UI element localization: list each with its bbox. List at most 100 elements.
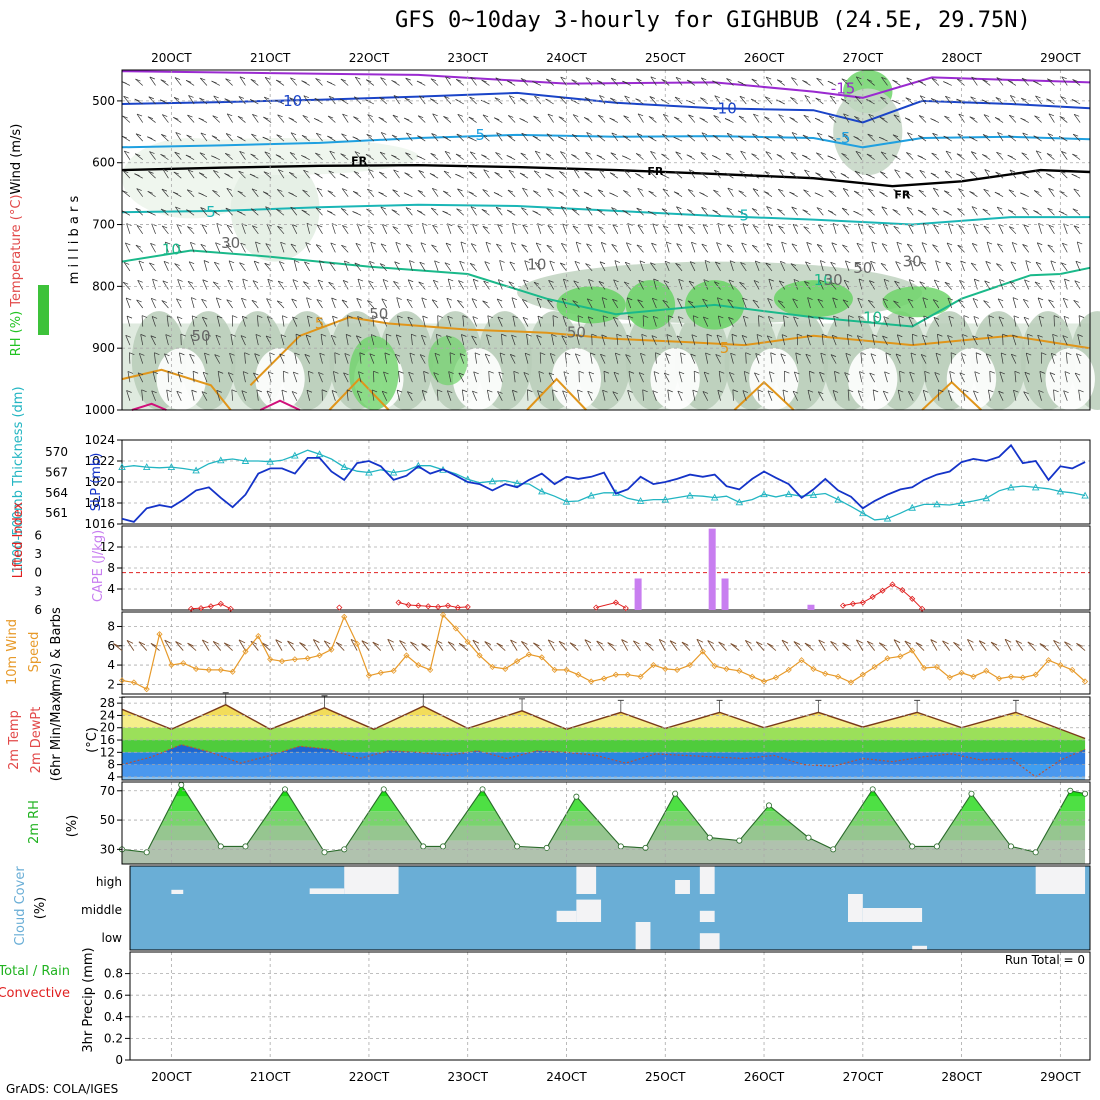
wind-barb <box>1025 260 1031 263</box>
wind-barb <box>546 244 552 248</box>
wind-barb <box>470 77 477 86</box>
lifted-index-point <box>593 604 600 611</box>
wind-barb <box>432 113 439 123</box>
li-tick-label: 3 <box>34 547 42 561</box>
wind-barb <box>572 225 580 235</box>
wind-barb <box>765 151 773 160</box>
wind-barb <box>238 170 244 174</box>
wind-barb <box>572 225 579 229</box>
wind-barb <box>188 95 195 105</box>
wind-barb <box>741 242 747 246</box>
wind-barb <box>1020 117 1026 121</box>
rh-axis-unit: (%) <box>65 815 80 838</box>
wind-barb <box>1074 280 1081 290</box>
wind-barb <box>340 78 347 82</box>
wind-barb <box>328 281 336 290</box>
wind-barb <box>448 371 452 383</box>
wind-barb <box>585 263 593 272</box>
wind-barb <box>905 97 911 101</box>
wind-barb <box>842 207 848 211</box>
wind-barb <box>1073 188 1081 197</box>
wind-barb <box>306 389 313 393</box>
wind-barb <box>225 78 233 86</box>
wind-barb <box>391 154 397 158</box>
wind-barb <box>842 133 850 142</box>
wind-barb <box>357 316 362 327</box>
wind-barb <box>691 334 696 346</box>
wind-barb <box>1065 352 1068 364</box>
wind-barb <box>795 352 801 356</box>
wind-barb <box>661 208 668 212</box>
wind-barb <box>564 352 567 364</box>
wind-barb <box>161 188 168 192</box>
wind-barb <box>666 241 670 253</box>
wind-barb <box>853 190 860 194</box>
wind-barb <box>277 300 283 304</box>
wind-barb <box>917 80 924 84</box>
wind-barb <box>288 192 294 195</box>
wind-barb <box>956 153 963 157</box>
top-time-label: 21OCT <box>250 51 291 65</box>
cloud-level-label: high <box>96 875 122 889</box>
wind-barb <box>919 169 925 173</box>
cloud-gap <box>635 922 651 950</box>
wind-barb <box>319 352 325 356</box>
wind-barb <box>344 353 350 356</box>
wind-barb <box>573 280 579 284</box>
wind-barb <box>123 170 129 174</box>
wind-barb <box>687 300 696 309</box>
wind-barb <box>578 370 585 374</box>
cape-tick-label: 8 <box>107 561 115 575</box>
wind-barb <box>177 371 184 375</box>
wind-barb <box>688 189 694 192</box>
wind-barb <box>677 390 683 401</box>
wind-barb <box>600 353 606 357</box>
wind-barb <box>226 224 233 235</box>
wind-barb <box>676 243 682 246</box>
wind-barb <box>958 113 964 117</box>
wind-barb <box>598 169 606 179</box>
wind-barb <box>395 242 401 245</box>
wind-barb <box>1021 152 1027 156</box>
thickness-point <box>414 461 423 469</box>
wind-barb <box>379 171 387 179</box>
wind-speed-point <box>304 655 311 662</box>
wind-barb <box>237 190 243 194</box>
wind-barb <box>1061 76 1068 86</box>
wind-barb <box>585 206 593 216</box>
wind-barb <box>577 315 584 318</box>
wind-barb <box>367 188 373 192</box>
wind-barb <box>726 152 732 156</box>
wind-barb <box>136 188 142 191</box>
wind-barb <box>456 79 462 82</box>
wind-barb <box>126 390 132 393</box>
wind-barb <box>667 389 673 393</box>
wind-barb <box>422 315 428 319</box>
wind-barb <box>984 169 991 179</box>
wind-barb <box>416 155 422 159</box>
wind-barb <box>809 370 815 374</box>
wind-barb <box>933 317 940 320</box>
wind-barb <box>768 371 773 383</box>
wind-barb <box>380 77 386 80</box>
surface-wind-barb <box>621 639 628 643</box>
wind-barb <box>137 372 144 383</box>
wind-barb <box>456 133 465 142</box>
wind-barb <box>908 391 914 394</box>
wind-barb <box>751 78 757 82</box>
wind-barb <box>782 389 789 393</box>
wind-barb <box>371 334 377 337</box>
wind-barb <box>766 206 772 209</box>
wind-barb <box>868 114 874 117</box>
wind-barb <box>353 191 359 194</box>
contour-label: 10 <box>162 240 181 258</box>
thickness-point <box>834 495 842 503</box>
thickness-point <box>636 497 645 504</box>
isotherm-line <box>131 402 167 411</box>
wind-barb <box>562 223 568 227</box>
wind-barb <box>329 262 335 265</box>
surface-wind-barb <box>856 639 864 651</box>
thickness-tick-label: 561 <box>45 506 68 520</box>
wind-barb <box>943 81 949 84</box>
wind-barb <box>482 114 489 118</box>
